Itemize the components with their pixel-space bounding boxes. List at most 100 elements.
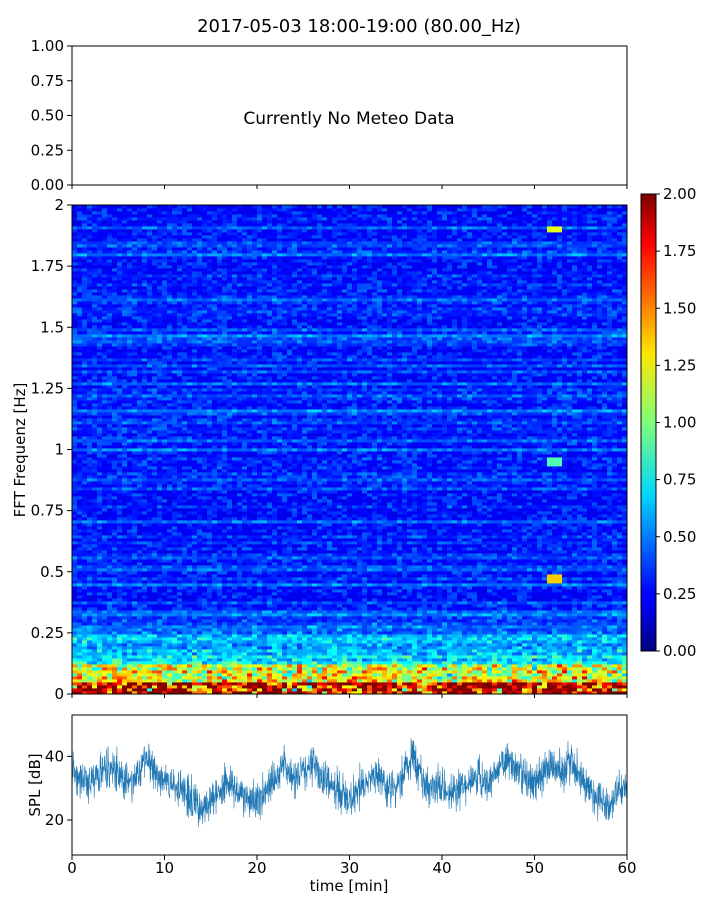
- spectrogram-cell: [277, 622, 283, 626]
- spectrogram-cell: [182, 586, 188, 590]
- spectrogram-cell: [512, 622, 518, 626]
- spectrogram-cell: [497, 649, 503, 653]
- spectrogram-cell: [217, 661, 223, 665]
- spectrogram-cell: [342, 619, 348, 623]
- spectrogram-cell: [97, 691, 103, 694]
- spectrogram-cell: [482, 637, 488, 641]
- spectrogram-cell: [377, 679, 383, 683]
- spectrogram-cell: [272, 646, 278, 650]
- spectrogram-cell: [357, 610, 363, 614]
- spectrogram-cell: [407, 583, 413, 587]
- spectrogram-cell: [157, 607, 163, 611]
- spectrogram-cell: [422, 664, 428, 668]
- spectrogram-cell: [112, 619, 118, 623]
- spectrogram-cell: [477, 595, 483, 599]
- spectrogram-cell: [437, 664, 443, 668]
- spectrogram-cell: [137, 661, 143, 665]
- spectrogram-cell: [287, 577, 293, 581]
- spectrogram-cell: [412, 598, 418, 602]
- spectrogram-cell: [462, 634, 468, 638]
- spectrogram-cell: [177, 688, 183, 692]
- spectrogram-cell: [87, 595, 93, 599]
- spectrogram-cell: [367, 688, 373, 692]
- spectrogram-cell: [622, 565, 627, 569]
- spectrogram-cell: [382, 565, 388, 569]
- spectrogram-cell: [497, 577, 503, 581]
- spectrogram-cell: [422, 595, 428, 599]
- spectrogram-cell: [417, 613, 423, 617]
- spectrogram-cell: [612, 562, 618, 566]
- spectrogram-cell: [132, 619, 138, 623]
- spectrogram-cell: [617, 670, 623, 674]
- spectrogram-cell: [277, 685, 283, 689]
- spectrogram-cell: [622, 667, 627, 671]
- spectrogram-cell: [422, 601, 428, 605]
- spectrogram-cell: [317, 559, 323, 563]
- spectrogram-cell: [582, 634, 588, 638]
- spectrogram-cell: [222, 661, 228, 665]
- spectrogram-cell: [172, 688, 178, 692]
- spectrogram-cell: [142, 676, 148, 680]
- spectrogram-cell: [607, 589, 613, 593]
- spectrogram-cell: [227, 667, 233, 671]
- spectrogram-cell: [477, 655, 483, 659]
- spectrogram-cell: [587, 610, 593, 614]
- spectrogram-cell: [212, 676, 218, 680]
- spectrogram-cell: [292, 628, 298, 632]
- spectrogram-cell: [477, 571, 483, 575]
- spectrogram-cell: [397, 646, 403, 650]
- spectrogram-cell: [112, 559, 118, 563]
- spectrogram-cell: [102, 610, 108, 614]
- spectrogram-cell: [427, 661, 433, 665]
- meteo-x-ticks: [71, 185, 628, 189]
- spectrogram-cell: [232, 589, 238, 593]
- spectrogram-cell: [87, 571, 93, 575]
- spectrogram-cell: [467, 586, 473, 590]
- spectrogram-cell: [242, 670, 248, 674]
- spectrogram-cell: [207, 601, 213, 605]
- spectrogram-cell: [572, 592, 578, 596]
- spectrogram-cell: [357, 592, 363, 596]
- spectrogram-cell: [297, 583, 303, 587]
- spectrogram-cell: [492, 577, 498, 581]
- spectrogram-cell: [442, 685, 448, 689]
- spectrogram-cell: [127, 565, 133, 569]
- spectrogram-cell: [147, 682, 153, 686]
- spectrogram-cell: [97, 640, 103, 644]
- spectrogram-cell: [132, 601, 138, 605]
- spectrogram-cell: [142, 640, 148, 644]
- spectrogram-cell: [332, 634, 338, 638]
- spectrogram-cell: [107, 580, 113, 584]
- spectrogram-cell: [92, 619, 98, 623]
- spectrogram-cell: [272, 652, 278, 656]
- spectrogram-cell: [112, 562, 118, 566]
- spectrogram-cell: [547, 661, 553, 665]
- spectrogram-cell: [432, 679, 438, 683]
- spectrogram-cell: [502, 559, 508, 563]
- spectrogram-cell: [132, 649, 138, 653]
- spectrogram-cell: [142, 670, 148, 674]
- spectrogram-cell: [202, 601, 208, 605]
- spectrogram-cell: [487, 601, 493, 605]
- spectrogram-cell: [427, 682, 433, 686]
- spectrogram-cell: [552, 586, 558, 590]
- spectrogram-cell: [567, 604, 573, 608]
- spectrogram-cell: [367, 682, 373, 686]
- spectrogram-cell: [312, 682, 318, 686]
- spectrogram-cell: [557, 652, 563, 656]
- spectrogram-cell: [197, 649, 203, 653]
- spectrogram-cell: [482, 631, 488, 635]
- spectrogram-cell: [177, 613, 183, 617]
- spectrogram-cell: [607, 631, 613, 635]
- spectrogram-cell: [107, 634, 113, 638]
- spectrogram-cell: [307, 679, 313, 683]
- spectrogram-cell: [327, 580, 333, 584]
- spectrogram-cell: [307, 595, 313, 599]
- spectrogram-cell: [552, 655, 558, 659]
- spectrogram-cell: [212, 634, 218, 638]
- spectrogram-cell: [197, 568, 203, 572]
- spectrogram-cell: [187, 598, 193, 602]
- spectrogram-cell: [447, 559, 453, 563]
- spectrogram-cell: [312, 652, 318, 656]
- spectrogram-cell: [562, 691, 568, 694]
